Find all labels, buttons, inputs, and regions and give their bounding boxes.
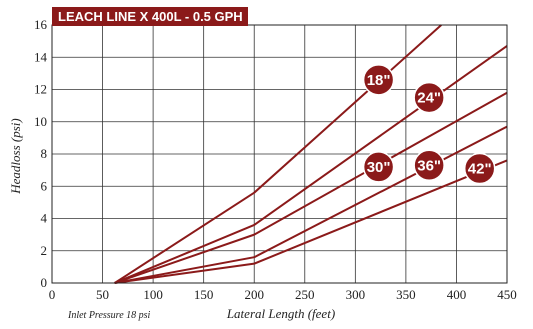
x-tick-label: 0	[49, 287, 56, 302]
x-tick-label: 300	[346, 287, 366, 302]
x-tick-label: 350	[396, 287, 416, 302]
series-line-1	[114, 45, 508, 284]
y-tick-label: 0	[41, 275, 48, 290]
y-tick-label: 8	[41, 146, 48, 161]
y-tick-label: 14	[34, 49, 48, 64]
series-badge-3	[413, 149, 445, 182]
y-tick-label: 12	[34, 82, 47, 97]
inlet-pressure-note: Inlet Pressure 18 psi	[67, 310, 151, 321]
series-badge-label: 36"	[417, 157, 441, 174]
series-badge-2	[362, 151, 395, 183]
x-tick-label: 450	[497, 287, 517, 302]
series-badge-1	[413, 81, 445, 114]
series-badge-label: 42"	[468, 161, 492, 178]
y-tick-label: 4	[41, 211, 48, 226]
y-tick-label: 6	[41, 178, 48, 193]
x-tick-label: 200	[244, 287, 264, 302]
x-tick-labels: 0 50 100 150 200 250 300 350 400 450	[49, 287, 517, 302]
y-tick-label: 2	[41, 243, 48, 258]
plot-frame	[51, 24, 508, 284]
series-badge-label: 18"	[367, 72, 391, 89]
series-badge-0	[362, 64, 395, 96]
series-badge-label: 24"	[417, 90, 441, 107]
x-tick-label: 250	[295, 287, 315, 302]
series-line-4	[114, 159, 508, 284]
chart-title: LEACH LINE X 400L - 0.5 GPH	[58, 9, 243, 24]
series-line-2	[114, 91, 508, 284]
series-badge-4	[463, 152, 496, 185]
y-tick-label: 10	[34, 114, 47, 129]
series-badge-label: 30"	[367, 159, 391, 176]
x-tick-label: 100	[143, 287, 163, 302]
y-tick-labels: 0 2 4 6 8 10 12 14 16	[34, 17, 48, 290]
y-tick-label: 16	[34, 17, 48, 32]
x-axis-title: Lateral Length (feet)	[226, 306, 335, 321]
series-label-badges: 18" 24" 30" 36" 42"	[362, 64, 496, 185]
x-tick-label: 150	[194, 287, 214, 302]
y-axis-title: Headloss (psi)	[8, 118, 23, 194]
title-banner	[52, 7, 248, 26]
x-tick-label: 50	[96, 287, 109, 302]
x-tick-label: 400	[447, 287, 467, 302]
